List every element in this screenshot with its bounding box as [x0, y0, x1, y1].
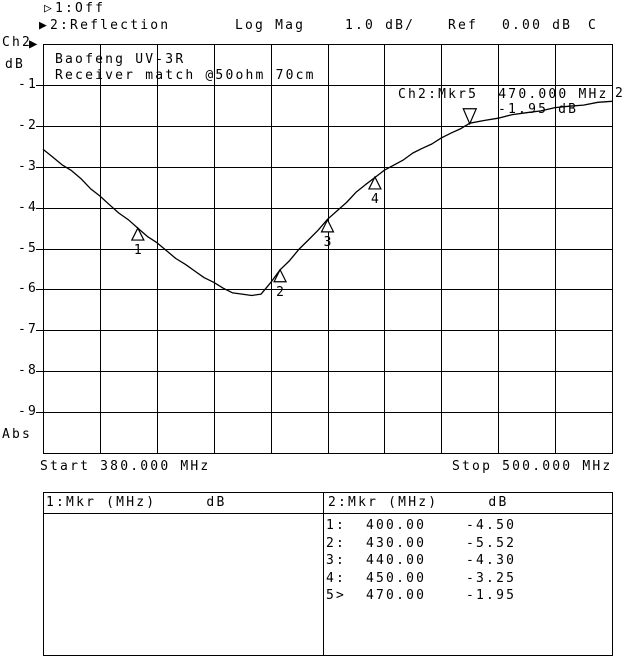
y-tick-label: -5 [17, 240, 38, 256]
trace2-marker-icon: ▶ [39, 18, 50, 33]
y-tick-label: -6 [17, 281, 38, 297]
active-marker-5-icon [462, 108, 478, 126]
marker-table-ch2-body: 1: 400.00 -4.50 2: 430.00 -5.52 3: 440.00 -4.30 4… [324, 514, 612, 605]
marker-db-cell: -5.52 [466, 535, 517, 551]
marker-frequency-cell: 400.00 [366, 518, 427, 533]
trace-ch2-reflection [42, 100, 613, 297]
trace1-marker-icon: ▷ [44, 1, 55, 16]
marker-db-cell: -1.95 [466, 588, 517, 603]
marker-1-icon [130, 226, 145, 241]
marker-table-ch1-header: 1:Mkr (MHz) dB [44, 493, 323, 514]
chart-title-line1: Baofeng UV-3R [55, 52, 186, 67]
stop-frequency-label: Stop 500.000 MHz [452, 459, 613, 474]
marker-table-row: 1: 400.00 -4.50 [326, 517, 612, 535]
marker-table-row: 4: 450.00 -3.25 [326, 570, 612, 588]
marker-4-number: 4 [371, 192, 379, 207]
y-tick-label: -1 [17, 76, 38, 92]
marker-number-cell: 5> [326, 588, 347, 603]
y-tick-label: -2 [17, 117, 38, 133]
marker-number-cell: 3: [326, 553, 347, 568]
marker-2-number: 2 [276, 285, 284, 300]
y-tick-label: -4 [17, 199, 38, 215]
trace2-status: 2:Reflection [50, 18, 171, 33]
marker-1-number: 1 [134, 243, 142, 258]
marker-frequency-cell: 450.00 [366, 570, 427, 586]
trace-number-indicator: 2 [615, 86, 626, 101]
y-tick-label: -7 [17, 322, 38, 338]
y-axis-unit-label: dB [5, 57, 26, 72]
marker-number-cell: 1: [326, 518, 347, 533]
abs-scale-label: Abs [2, 427, 33, 442]
y-tick-label: -3 [17, 158, 38, 174]
marker-frequency-cell: 470.00 [366, 588, 427, 603]
marker-table-ch2-header: 2:Mkr (MHz) dB [324, 493, 612, 514]
marker-number-cell: 4: [326, 570, 347, 586]
marker-number-cell: 2: [326, 535, 347, 551]
start-frequency-label: Start 380.000 MHz [40, 459, 211, 474]
marker-table-ch2-panel: 2:Mkr (MHz) dB 1: 400.00 -4.50 2: 430.00 -5.5… [323, 493, 612, 655]
channel-pointer-icon: ▶ [29, 36, 40, 52]
marker-frequency-cell: 440.00 [366, 553, 427, 568]
active-marker-readout-freq: Ch2:Mkr5 470.000 MHz [398, 87, 609, 102]
marker-frequency-cell: 430.00 [366, 535, 427, 551]
marker-3-icon [320, 218, 335, 233]
marker-table-ch1-body [44, 514, 323, 517]
marker-table: 1:Mkr (MHz) dB 2:Mkr (MHz) dB 1: 400.00 -4… [43, 492, 613, 656]
marker-table-row: 5> 470.00 -1.95 [326, 587, 612, 605]
marker-3-number: 3 [324, 235, 332, 250]
ref-label: Ref [448, 18, 479, 33]
channel-label: Ch2 [2, 35, 33, 50]
marker-table-row: 2: 430.00 -5.52 [326, 535, 612, 553]
cal-indicator: C [588, 18, 599, 33]
ref-value: 0.00 dB [502, 18, 573, 33]
format-label: Log Mag [235, 18, 306, 33]
marker-table-row: 3: 440.00 -4.30 [326, 552, 612, 570]
marker-db-cell: -3.25 [466, 570, 517, 586]
marker-db-cell: -4.30 [466, 553, 517, 568]
marker-table-ch1-panel: 1:Mkr (MHz) dB [44, 493, 323, 655]
active-marker-readout-db: -1.95 dB [498, 102, 579, 117]
scale-per-div: 1.0 dB/ [345, 18, 416, 33]
marker-4-icon [367, 175, 382, 190]
marker-2-icon [273, 268, 288, 283]
trace1-status: 1:Off [55, 1, 106, 16]
chart-title-line2: Receiver match @50ohm 70cm [55, 68, 316, 83]
marker-db-cell: -4.50 [466, 518, 517, 533]
y-tick-label: -8 [17, 363, 38, 379]
y-tick-label: -9 [17, 404, 38, 420]
